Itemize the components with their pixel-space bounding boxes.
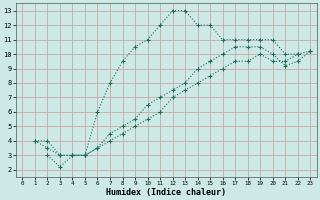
X-axis label: Humidex (Indice chaleur): Humidex (Indice chaleur) — [106, 188, 226, 197]
